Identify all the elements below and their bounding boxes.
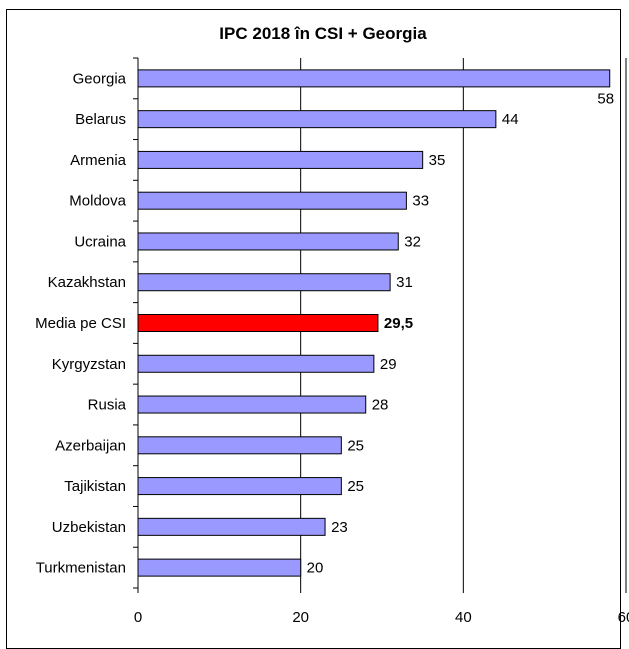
- value-label: 25: [347, 478, 364, 495]
- category-label: Moldova: [69, 193, 126, 210]
- value-label: 32: [404, 233, 421, 250]
- bar-chart: IPC 2018 în CSI + Georgia Georgia Belarus…: [35, 24, 629, 626]
- bar: [137, 69, 611, 88]
- bar: [137, 150, 424, 169]
- x-tick-label: 0: [134, 609, 142, 626]
- category-label: Rusia: [88, 397, 127, 414]
- value-label: 33: [412, 193, 429, 210]
- category-label: Ucraina: [74, 233, 126, 250]
- bars: [133, 57, 611, 589]
- value-label: 44: [502, 111, 519, 128]
- category-label: Azerbaijan: [55, 437, 126, 454]
- category-labels: Georgia Belarus Armenia Moldova Ucraina Kazak…: [35, 70, 127, 576]
- category-label: Kyrgyzstan: [52, 356, 126, 373]
- bar: [137, 191, 407, 210]
- value-labels: 58 44 35 33 32 31 29,5 29 28 25 25 23 20: [307, 90, 614, 576]
- value-label: 31: [396, 274, 413, 291]
- bar: [137, 110, 497, 129]
- bar: [137, 558, 302, 577]
- x-tick-label: 60: [618, 609, 629, 626]
- bar-highlight: [137, 314, 379, 332]
- bar: [137, 477, 342, 496]
- value-label: 23: [331, 519, 348, 536]
- category-label: Kazakhstan: [48, 274, 126, 291]
- bar: [137, 517, 326, 536]
- value-label: 25: [347, 437, 364, 454]
- bar: [137, 395, 367, 414]
- chart-title: IPC 2018 în CSI + Georgia: [219, 24, 427, 43]
- bar: [137, 436, 342, 455]
- bar: [137, 354, 375, 373]
- category-label: Uzbekistan: [52, 519, 126, 536]
- x-tick-labels: 0 20 40 60: [134, 609, 629, 626]
- bar: [137, 273, 391, 292]
- value-label: 58: [597, 90, 614, 107]
- category-label: Media pe CSI: [35, 315, 126, 332]
- value-label: 28: [372, 397, 389, 414]
- category-label: Turkmenistan: [36, 560, 126, 577]
- category-label: Georgia: [73, 70, 127, 87]
- bar: [137, 232, 399, 251]
- value-label: 29: [380, 356, 397, 373]
- value-label: 20: [307, 560, 324, 577]
- value-label: 35: [429, 152, 446, 169]
- category-label: Tajikistan: [64, 478, 126, 495]
- x-tick-label: 40: [455, 609, 472, 626]
- value-label: 29,5: [384, 315, 413, 332]
- category-label: Belarus: [75, 111, 126, 128]
- category-label: Armenia: [70, 152, 127, 169]
- x-tick-label: 20: [292, 609, 309, 626]
